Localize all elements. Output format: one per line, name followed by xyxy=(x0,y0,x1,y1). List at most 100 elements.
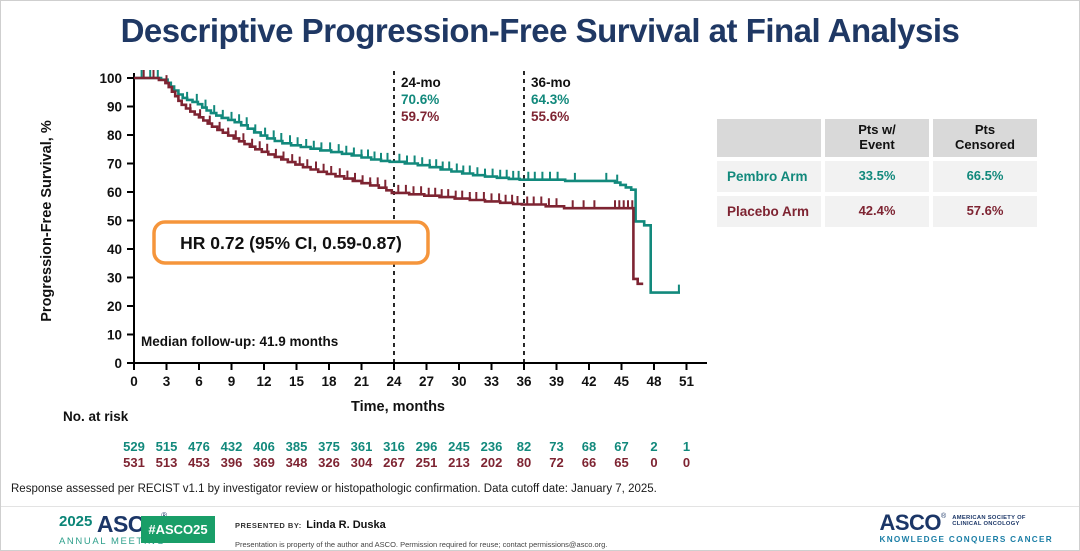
svg-text:316: 316 xyxy=(383,439,405,454)
svg-text:82: 82 xyxy=(517,439,531,454)
table-cell: 66.5% xyxy=(933,161,1037,192)
svg-text:64.3%: 64.3% xyxy=(531,92,569,107)
svg-text:10: 10 xyxy=(107,328,122,343)
svg-text:36: 36 xyxy=(516,374,532,389)
svg-text:267: 267 xyxy=(383,455,405,470)
svg-text:Median follow-up: 41.9 months: Median follow-up: 41.9 months xyxy=(141,334,338,349)
svg-text:73: 73 xyxy=(549,439,563,454)
svg-text:304: 304 xyxy=(351,455,373,470)
svg-text:251: 251 xyxy=(416,455,438,470)
svg-text:33: 33 xyxy=(484,374,500,389)
page-title: Descriptive Progression-Free Survival at… xyxy=(120,12,960,49)
svg-text:51: 51 xyxy=(679,374,695,389)
svg-text:1: 1 xyxy=(683,439,690,454)
svg-text:80: 80 xyxy=(517,455,531,470)
svg-text:296: 296 xyxy=(416,439,438,454)
society-name: AMERICAN SOCIETY OF CLINICAL ONCOLOGY xyxy=(952,515,1026,527)
km-survival-plot: 0 3 6 9 12 15 18 21 24 27 30 33 36 39 42 45 48 5101020304… xyxy=(39,70,707,470)
landmark-annotations: 24-mo 70.6% 59.7% 36-mo 64.3% 55.6% xyxy=(401,75,571,124)
table-cell: 33.5% xyxy=(825,161,929,192)
svg-text:50: 50 xyxy=(107,214,122,229)
svg-text:59.7%: 59.7% xyxy=(401,109,439,124)
svg-text:72: 72 xyxy=(549,455,563,470)
svg-text:245: 245 xyxy=(448,439,470,454)
svg-text:HR 0.72 (95% CI, 0.59-0.87): HR 0.72 (95% CI, 0.59-0.87) xyxy=(180,233,402,253)
svg-text:3: 3 xyxy=(163,374,171,389)
table-header-blank xyxy=(717,119,821,157)
svg-text:66: 66 xyxy=(582,455,596,470)
placebo-curve xyxy=(134,70,644,286)
pembro-curve xyxy=(134,70,680,294)
placebo-censor-ticks xyxy=(142,70,634,208)
hr-annotation-box: HR 0.72 (95% CI, 0.59-0.87) xyxy=(152,220,430,265)
registered-mark-icon: ® xyxy=(161,511,167,520)
svg-text:70.6%: 70.6% xyxy=(401,92,439,107)
meeting-year: 2025 xyxy=(59,513,93,530)
svg-text:42: 42 xyxy=(581,374,596,389)
svg-text:529: 529 xyxy=(123,439,145,454)
svg-text:348: 348 xyxy=(286,455,308,470)
svg-text:80: 80 xyxy=(107,128,122,143)
footnote: Response assessed per RECIST v1.1 by inv… xyxy=(11,483,657,495)
axes: 0 3 6 9 12 15 18 21 24 27 30 33 36 39 42 45 48 5101020304… xyxy=(39,71,707,415)
svg-text:40: 40 xyxy=(107,242,122,257)
svg-text:2: 2 xyxy=(650,439,657,454)
landmark-lines xyxy=(393,71,525,363)
svg-text:396: 396 xyxy=(221,455,243,470)
svg-text:60: 60 xyxy=(107,185,122,200)
svg-text:6: 6 xyxy=(195,374,203,389)
svg-text:45: 45 xyxy=(614,374,630,389)
svg-text:213: 213 xyxy=(448,455,470,470)
svg-text:20: 20 xyxy=(107,299,122,314)
svg-text:515: 515 xyxy=(156,439,178,454)
table-cell: 42.4% xyxy=(825,196,929,227)
number-at-risk: No. at risk 529 515 476 432 406 385 375 361 316 29… xyxy=(63,409,690,470)
svg-text:36-mo: 36-mo xyxy=(531,75,571,90)
table-row-label: Placebo Arm xyxy=(717,196,821,227)
asco-society-logo: ASCO ® AMERICAN SOCIETY OF CLINICAL ONCOL… xyxy=(879,510,1053,544)
svg-text:513: 513 xyxy=(156,455,178,470)
meeting-name: ANNUAL MEETING xyxy=(59,536,166,547)
svg-text:24-mo: 24-mo xyxy=(401,75,441,90)
svg-text:236: 236 xyxy=(481,439,503,454)
svg-text:30: 30 xyxy=(451,374,466,389)
svg-text:202: 202 xyxy=(481,455,503,470)
asco-wordmark: ASCO xyxy=(879,510,942,535)
footer: 2025 ASCO® ANNUAL MEETING #ASCO25 PRESEN… xyxy=(1,506,1079,550)
svg-text:90: 90 xyxy=(107,100,122,115)
svg-text:385: 385 xyxy=(286,439,308,454)
svg-text:361: 361 xyxy=(351,439,373,454)
hashtag-badge: #ASCO25 xyxy=(141,516,215,543)
svg-text:375: 375 xyxy=(318,439,340,454)
disclaimer-text: Presentation is property of the author a… xyxy=(235,540,608,549)
svg-text:18: 18 xyxy=(321,374,337,389)
svg-text:30: 30 xyxy=(107,271,122,286)
svg-text:55.6%: 55.6% xyxy=(531,109,569,124)
svg-text:9: 9 xyxy=(228,374,236,389)
society-tagline: KNOWLEDGE CONQUERS CANCER xyxy=(879,534,1053,544)
x-axis-label: Time, months xyxy=(351,399,445,415)
table-row-label: Pembro Arm xyxy=(717,161,821,192)
svg-text:70: 70 xyxy=(107,157,122,172)
svg-text:24: 24 xyxy=(386,374,402,389)
svg-text:0: 0 xyxy=(683,455,690,470)
svg-text:65: 65 xyxy=(614,455,628,470)
registered-mark-icon: ® xyxy=(941,513,947,520)
svg-text:67: 67 xyxy=(614,439,628,454)
svg-text:0: 0 xyxy=(130,374,138,389)
km-chart: 0 3 6 9 12 15 18 21 24 27 30 33 36 39 42 45 48 51 0 10 20 30 4… xyxy=(21,59,721,479)
svg-text:48: 48 xyxy=(646,374,662,389)
svg-text:476: 476 xyxy=(188,439,210,454)
svg-text:27: 27 xyxy=(419,374,434,389)
median-followup: Median follow-up: 41.9 months xyxy=(141,334,338,349)
pembro-censor-ticks xyxy=(140,70,680,292)
presenter-name: Linda R. Duska xyxy=(306,519,386,531)
svg-text:0: 0 xyxy=(114,356,122,371)
table-header: Pts Censored xyxy=(933,119,1037,157)
svg-text:21: 21 xyxy=(354,374,370,389)
presented-by-label: PRESENTED BY: xyxy=(235,521,302,530)
no-at-risk-label: No. at risk xyxy=(63,409,129,424)
svg-text:68: 68 xyxy=(582,439,596,454)
svg-text:369: 369 xyxy=(253,455,275,470)
